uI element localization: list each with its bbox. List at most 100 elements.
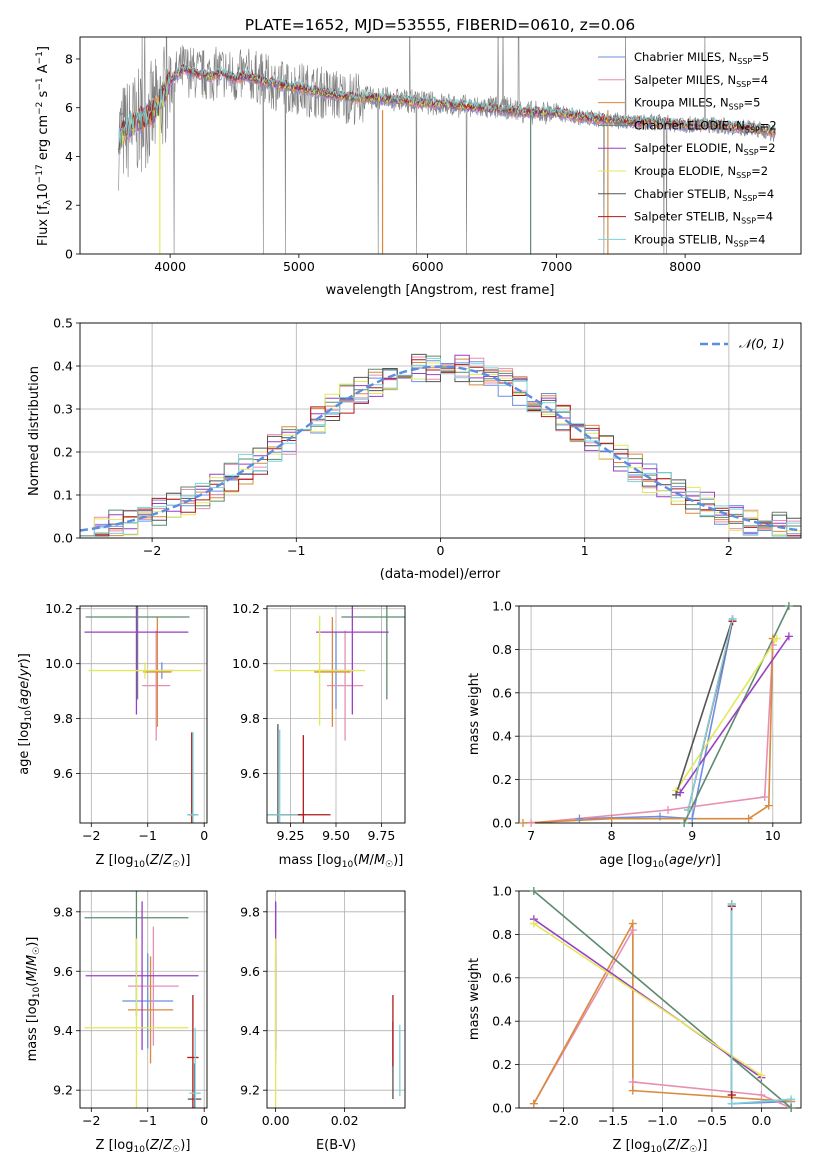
weight-marker [628,1086,637,1095]
weight-marker [787,1095,796,1104]
y-tick-label: 0.0 [492,1101,512,1116]
weight-marker [607,814,616,823]
x-axis-label: mass [log10(M/M☉)] [279,853,404,870]
weight-marker [575,814,584,823]
x-tick-label: 6000 [412,259,444,274]
error-bar-point [187,995,199,1108]
weight-marker [672,790,681,799]
weight-series-line [533,891,792,1108]
weight-marker [772,634,781,643]
weight-marker [628,1077,637,1086]
panel-age-vs-mass [263,605,406,827]
panel-residual [76,322,802,542]
weight-marker [757,1071,766,1080]
y-tick-label: 0.5 [53,316,73,331]
y-tick-label: 0.8 [492,642,512,657]
weight-marker [784,602,793,610]
panel-spectrum [76,36,802,258]
x-tick-label: 2 [725,543,733,558]
weight-series-line [533,923,792,1105]
x-tick-label: −1 [287,543,305,558]
error-bar-point [84,606,189,715]
error-bar-point [127,956,174,1064]
y-tick-label: 9.2 [240,1083,260,1098]
error-bar-point [187,732,199,823]
error-bar-point [88,662,202,679]
x-axis-label: E(B-V) [316,1138,356,1153]
error-bar-point [189,1027,201,1108]
y-tick-label: 1.0 [492,884,512,899]
weight-series-line [533,922,762,1077]
x-tick-label: −1.0 [647,1113,677,1128]
y-tick-label: 0.2 [53,445,73,460]
legend-entry: Chabrier MILES, NSSP=5 [634,50,769,66]
legend-entry: Kroupa MILES, NSSP=5 [634,96,760,112]
plot-area [84,891,202,1108]
weight-marker [727,1090,736,1099]
x-axis-label: Z [log10(Z/Z☉)] [96,853,191,870]
axes-frame [79,322,802,539]
weight-series-line [531,645,774,823]
y-tick-label: 0.0 [53,531,73,546]
weight-marker [688,814,697,823]
legend-entry: Kroupa STELIB, NSSP=4 [634,232,765,248]
weight-marker [529,887,538,895]
error-bar-point [341,606,405,700]
y-axis-label: Flux [fλ10−17 erg cm−2 s−1 A−1] [35,46,53,246]
x-tick-label: −2.0 [548,1113,578,1128]
x-tick-label: −2 [82,1113,100,1128]
weight-marker [784,632,793,641]
plot-area [80,353,801,537]
x-tick-label: 0 [437,543,445,558]
weight-marker [727,900,736,909]
error-bar-point [143,616,172,727]
error-bar-point [85,901,199,1051]
y-tick-label: 0.2 [492,1057,512,1072]
legend-entry: Salpeter ELODIE, NSSP=2 [634,141,776,157]
plot-area [274,901,401,1108]
weight-marker [676,788,685,797]
plot-area [118,37,776,254]
weight-marker [764,801,773,810]
x-axis-label: age [log10(age/yr)] [599,853,721,870]
legend-entry: Chabrier STELIB, NSSP=4 [634,187,774,203]
weight-marker [787,1104,796,1112]
weight-series-line [683,606,790,823]
weight-marker [757,1090,766,1099]
panel-mass-vs-EBV [263,890,406,1112]
x-tick-label: 7000 [540,259,572,274]
weight-marker [664,805,673,814]
x-tick-label: 1 [581,543,589,558]
y-tick-label: 10.0 [232,656,260,671]
y-axis-label: Normed distribution [27,366,42,496]
weight-marker [680,819,689,827]
weight-marker [728,615,737,624]
y-axis-label: age [log10(age/yr)] [17,653,34,775]
y-tick-label: 0.3 [53,402,73,417]
x-tick-label: 5000 [283,259,315,274]
x-tick-label: 0.02 [331,1113,359,1128]
weight-series-line [675,638,778,791]
y-tick-label: 9.6 [53,766,73,781]
y-tick-label: 9.4 [240,1023,260,1038]
y-tick-label: 0.1 [53,488,73,503]
legend-entry: Salpeter MILES, NSSP=4 [634,73,768,89]
y-tick-label: 4 [65,149,73,164]
y-tick-label: 0.4 [492,729,512,744]
y-tick-label: 6 [65,100,73,115]
plot-area [267,606,405,823]
y-tick-label: 0 [65,247,73,262]
y-tick-label: 0.0 [492,816,512,831]
x-tick-label: 9 [688,828,696,843]
plot-area [84,606,202,823]
legend-entry: Salpeter STELIB, NSSP=4 [634,210,773,226]
x-tick-label: 9.25 [277,828,305,843]
x-axis-label: (data-model)/error [380,567,501,582]
x-tick-label: −1 [139,828,157,843]
weight-marker [684,805,693,814]
error-bar-point [85,606,190,700]
y-axis-label: mass weight [467,958,482,1040]
x-tick-label: −2 [82,828,100,843]
y-tick-label: 9.6 [240,964,260,979]
